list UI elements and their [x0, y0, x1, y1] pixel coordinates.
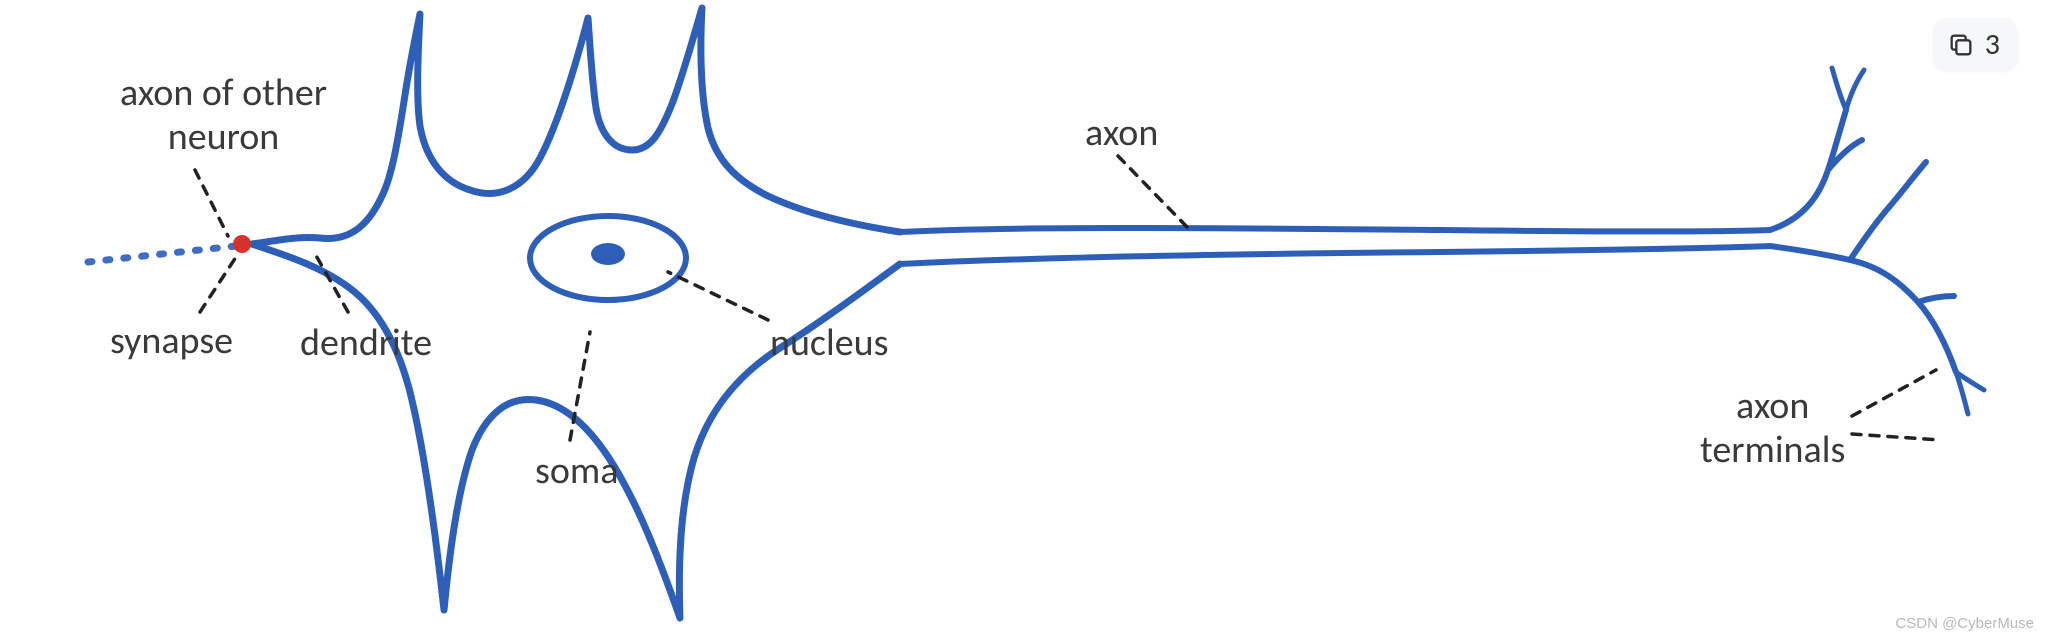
copy-count-badge[interactable]: 3 [1933, 18, 2018, 71]
axon-line-bottom [900, 246, 1770, 264]
axon-terminals-main [1770, 110, 1956, 372]
copy-count-value: 3 [1985, 26, 2000, 63]
nucleolus [591, 243, 625, 265]
leader-axon [1118, 156, 1188, 228]
label-synapse: synapse [110, 320, 233, 364]
leader-synapse [200, 254, 238, 312]
soma-bottom-contour [252, 244, 900, 618]
synapse-dot [233, 235, 251, 253]
soma-top-contour [252, 8, 900, 244]
label-dendrite: dendrite [300, 322, 432, 366]
leader-lines [195, 156, 1940, 440]
label-nucleus: nucleus [770, 322, 888, 366]
axon-line-top [900, 228, 1770, 232]
copy-icon [1947, 31, 1975, 59]
leader-terminals-2 [1852, 434, 1940, 440]
watermark-text: CSDN @CyberMuse [1895, 615, 2034, 632]
label-axon: axon [1085, 112, 1158, 156]
axon-terminals-upper-branches [1832, 68, 1864, 110]
axon-terminals-end-small [1956, 372, 1984, 414]
leader-terminals-1 [1852, 370, 1936, 416]
label-axon-terminals: axon terminals [1700, 385, 1845, 472]
label-axon-other: axon of other neuron [120, 72, 327, 159]
leader-nucleus [668, 272, 768, 320]
leader-axon-other [195, 170, 228, 236]
label-soma: soma [535, 450, 618, 494]
incoming-axon-dotted [88, 246, 236, 262]
